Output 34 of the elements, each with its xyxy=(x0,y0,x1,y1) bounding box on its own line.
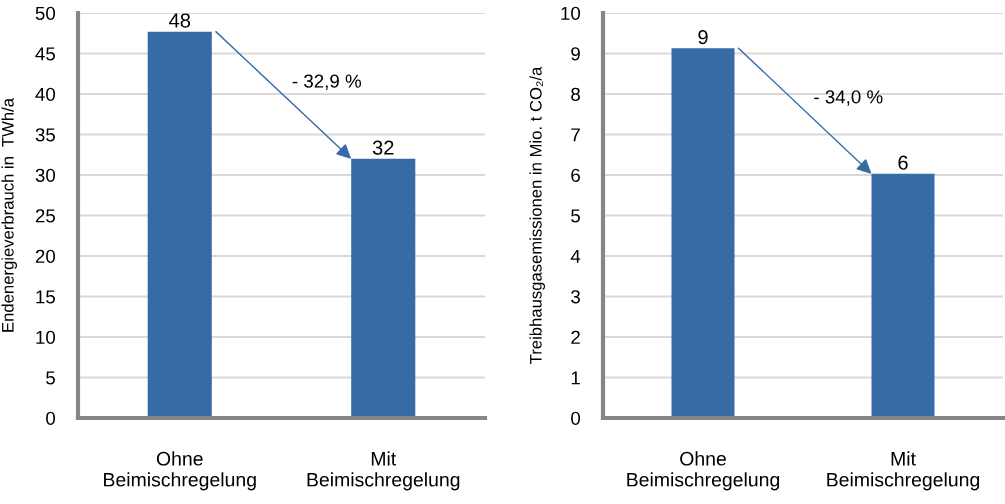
y-tick-label: 45 xyxy=(35,47,55,61)
y-tick-label: 4 xyxy=(570,249,581,263)
x-tick-label: Ohne Beimischregelung xyxy=(104,451,256,491)
x-tick-label: Mit Beimischregelung xyxy=(307,451,460,491)
y-tick-label: 30 xyxy=(35,168,56,182)
y-tick-label: 50 xyxy=(35,6,56,20)
y-tick-label: 8 xyxy=(571,87,580,101)
y-tick-label: 1 xyxy=(571,371,580,385)
data-label: 6 xyxy=(898,155,908,170)
x-tick-label: Ohne Beimischregelung xyxy=(627,451,780,491)
y-tick-label: 10 xyxy=(36,330,56,344)
y-tick-label: 10 xyxy=(561,6,581,20)
data-label: 9 xyxy=(698,29,708,45)
y-tick-label: 15 xyxy=(36,290,55,304)
y-tick-label: 9 xyxy=(571,47,580,61)
y-tick-label: 6 xyxy=(571,168,580,182)
y-tick-label: 3 xyxy=(571,290,580,304)
y-tick-label: 2 xyxy=(571,330,580,344)
y-tick-label: 0 xyxy=(46,411,56,425)
data-label: 32 xyxy=(372,140,394,155)
y-tick-label: 25 xyxy=(35,209,55,223)
y-tick-label: 7 xyxy=(571,128,580,142)
y-axis-title: Endenergieverbrauch in TWh/a xyxy=(1,97,17,332)
y-tick-label: 20 xyxy=(35,249,56,263)
annotation: - 34,0 % xyxy=(814,90,883,106)
y-tick-label: 0 xyxy=(571,411,581,425)
data-label: 48 xyxy=(169,13,191,28)
y-tick-label: 40 xyxy=(35,87,56,101)
y-tick-label: 5 xyxy=(571,209,580,223)
y-tick-label: 35 xyxy=(35,128,55,142)
y-axis-title: Treibhausgasemissionen in Mio. t CO₂/a xyxy=(529,66,545,364)
annotation: - 32,9 % xyxy=(292,74,362,90)
y-tick-label: 5 xyxy=(46,371,55,385)
x-tick-label: Mit Beimischregelung xyxy=(827,451,980,491)
